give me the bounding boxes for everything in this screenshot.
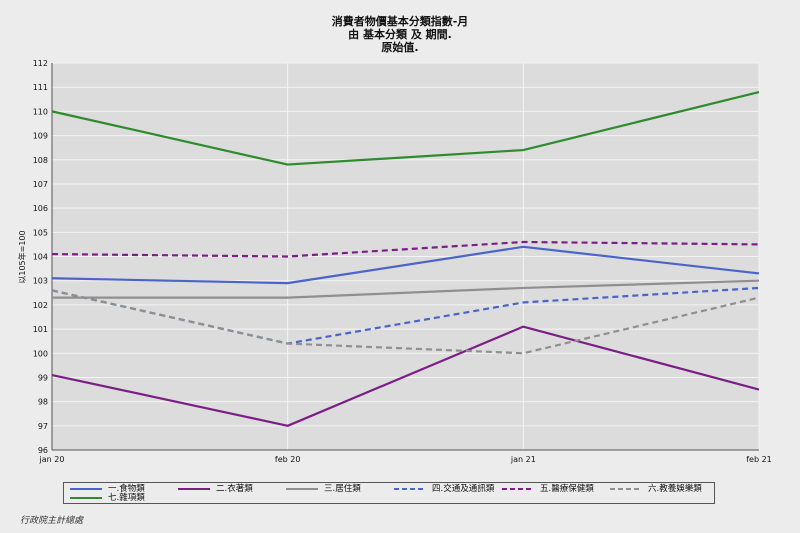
- y-tick-label: 104: [33, 253, 48, 262]
- series-line-7: [51, 90, 760, 166]
- y-tick-label: 110: [33, 107, 48, 116]
- y-tick-label: 105: [33, 228, 48, 237]
- legend-label: 五.醫療保健類: [540, 484, 594, 494]
- legend-label: 四.交通及通訊類: [432, 484, 495, 494]
- legend-swatch: [610, 488, 642, 490]
- series-line-6: [51, 289, 760, 355]
- x-tick-label: feb 21: [746, 455, 772, 464]
- x-tick-label: jan 20: [39, 455, 65, 464]
- legend-swatch: [70, 488, 102, 490]
- grid-lines: [51, 62, 760, 451]
- y-tick-label: 97: [38, 422, 48, 431]
- y-tick-label: 100: [33, 349, 48, 358]
- legend-swatch: [178, 488, 210, 490]
- chart-title-line-3: 原始值.: [381, 41, 419, 54]
- series-line-5: [51, 240, 760, 258]
- legend-label: 一.食物類: [108, 484, 145, 494]
- y-tick-label: 111: [33, 83, 48, 92]
- legend-label: 二.衣著類: [216, 484, 253, 494]
- y-tick-label: 108: [33, 156, 48, 165]
- series-line-3: [52, 279, 760, 299]
- y-axis-label: 以105年=100: [17, 230, 27, 283]
- y-tick-label: 99: [38, 373, 48, 382]
- legend-swatch: [502, 488, 534, 490]
- y-tick-label: 106: [33, 204, 48, 213]
- y-tick-label: 112: [33, 59, 48, 68]
- legend-label: 六.教養娛樂類: [648, 484, 702, 494]
- legend-swatch: [286, 488, 318, 490]
- legend-label: 七.雜項類: [108, 493, 145, 503]
- y-tick-label: 101: [33, 325, 48, 334]
- y-tick-label: 107: [33, 180, 48, 189]
- legend-label: 三.居住類: [324, 484, 361, 494]
- series-line-1: [51, 245, 760, 285]
- y-tick-label: 102: [33, 301, 48, 310]
- y-tick-label: 103: [33, 277, 48, 286]
- legend-swatch: [394, 488, 426, 490]
- y-tick-label: 109: [33, 132, 48, 141]
- source-note: 行政院主計總處: [20, 516, 84, 526]
- x-tick-label: jan 21: [510, 455, 536, 464]
- chart-title-line-1: 消費者物價基本分類指數-月: [331, 15, 469, 28]
- chart-title-line-2: 由 基本分類 及 期間.: [348, 28, 452, 41]
- tick-labels: 96 97 98 99 100 101 102 103 104 105 106 107 108 109 11…: [33, 59, 772, 464]
- legend: 一.食物類 二.衣著類 三.居住類 四.交通及通訊類 五.醫療保健類 六.教養娛樂類七.雜…: [63, 482, 715, 504]
- legend-swatch: [70, 497, 102, 499]
- series-line-2: [51, 325, 760, 427]
- y-tick-label: 98: [38, 398, 48, 407]
- y-tick-label: 96: [38, 446, 48, 455]
- axes: [51, 63, 759, 451]
- x-tick-label: feb 20: [275, 455, 301, 464]
- series-lines: [51, 90, 760, 427]
